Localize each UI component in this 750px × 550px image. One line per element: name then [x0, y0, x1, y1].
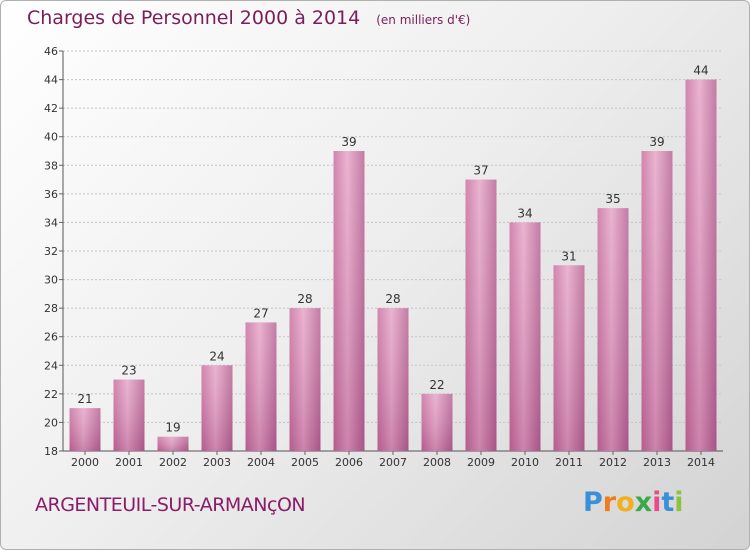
- value-label: 34: [517, 206, 532, 220]
- y-tick-label: 18: [44, 445, 58, 458]
- y-tick-label: 30: [44, 274, 58, 287]
- logo-letter: P: [583, 487, 603, 518]
- x-tick-label: 2005: [291, 456, 319, 469]
- x-tick-label: 2003: [203, 456, 231, 469]
- bars: [69, 79, 717, 452]
- x-tick-label: 2000: [71, 456, 99, 469]
- value-label: 28: [385, 292, 400, 306]
- grid-lines: [59, 50, 723, 452]
- value-label: 28: [297, 292, 312, 306]
- bar-shade: [69, 408, 101, 451]
- x-tick-label: 2009: [467, 456, 495, 469]
- logo-letter: i: [674, 487, 684, 518]
- bar-shade: [157, 436, 189, 451]
- value-label: 37: [473, 164, 488, 178]
- x-tick-label: 2008: [423, 456, 451, 469]
- commune-name: ARGENTEUIL-SUR-ARMANçON: [35, 494, 306, 516]
- x-tick-labels: 2000 2001 2002 2003 2004 2005 2006 2007 2008 2009…: [71, 451, 715, 469]
- bar-shade: [289, 308, 321, 451]
- y-tick-label: 24: [44, 359, 58, 372]
- y-tick-label: 40: [44, 131, 58, 144]
- y-tick-label: 34: [44, 216, 58, 229]
- y-tick-label: 36: [44, 188, 58, 201]
- bar-shade: [113, 379, 145, 451]
- logo-letter: i: [652, 487, 662, 518]
- bar-shade: [201, 365, 233, 451]
- proxiti-logo: Proxiti: [583, 487, 684, 518]
- value-label: 23: [121, 364, 136, 378]
- x-tick-label: 2011: [555, 456, 583, 469]
- value-labels: 21 23 19 24 27 28 39 28 22 37 34 31 35 39 44: [77, 64, 708, 435]
- x-tick-label: 2014: [687, 456, 715, 469]
- value-label: 22: [429, 378, 444, 392]
- y-tick-label: 44: [44, 74, 58, 87]
- x-tick-label: 2002: [159, 456, 187, 469]
- value-label: 39: [341, 135, 356, 149]
- value-label: 44: [693, 64, 708, 78]
- x-tick-label: 2012: [599, 456, 627, 469]
- bar-shade: [641, 151, 673, 451]
- bar-shade: [465, 179, 497, 452]
- y-tick-label: 20: [44, 416, 58, 429]
- y-tick-labels: 18 20 22 24 26 28 30 32 34 36 38 40 42 44 46: [44, 45, 58, 458]
- bar-shade: [421, 393, 453, 451]
- bar-shade: [509, 222, 541, 451]
- value-label: 39: [649, 135, 664, 149]
- y-tick-label: 32: [44, 245, 58, 258]
- x-tick-label: 2001: [115, 456, 143, 469]
- x-tick-label: 2006: [335, 456, 363, 469]
- bar-shade: [553, 265, 585, 451]
- y-tick-label: 26: [44, 331, 58, 344]
- value-label: 35: [605, 192, 620, 206]
- y-tick-label: 28: [44, 302, 58, 315]
- chart-title: Charges de Personnel 2000 à 2014 (en mill…: [27, 7, 470, 29]
- value-label: 19: [165, 421, 180, 435]
- logo-letter: x: [634, 487, 653, 518]
- x-tick-label: 2010: [511, 456, 539, 469]
- logo-letter: o: [616, 487, 635, 518]
- x-tick-label: 2004: [247, 456, 275, 469]
- y-tick-label: 22: [44, 388, 58, 401]
- value-label: 21: [77, 392, 92, 406]
- bar-shade: [333, 151, 365, 451]
- bar-shade: [245, 322, 277, 451]
- x-tick-label: 2007: [379, 456, 407, 469]
- title-text: Charges de Personnel 2000 à 2014: [27, 7, 361, 29]
- logo-letter: r: [602, 487, 617, 518]
- x-tick-label: 2013: [643, 456, 671, 469]
- unit-label: (en milliers d'€): [376, 13, 471, 27]
- value-label: 27: [253, 306, 268, 320]
- y-tick-label: 38: [44, 159, 58, 172]
- bar-shade: [377, 308, 409, 451]
- y-tick-label: 46: [44, 45, 58, 58]
- y-tick-label: 42: [44, 102, 58, 115]
- value-label: 24: [209, 349, 224, 363]
- logo-letter: t: [661, 487, 675, 518]
- bar-shade: [597, 208, 629, 451]
- bar-shade: [685, 79, 717, 452]
- value-label: 31: [561, 249, 576, 263]
